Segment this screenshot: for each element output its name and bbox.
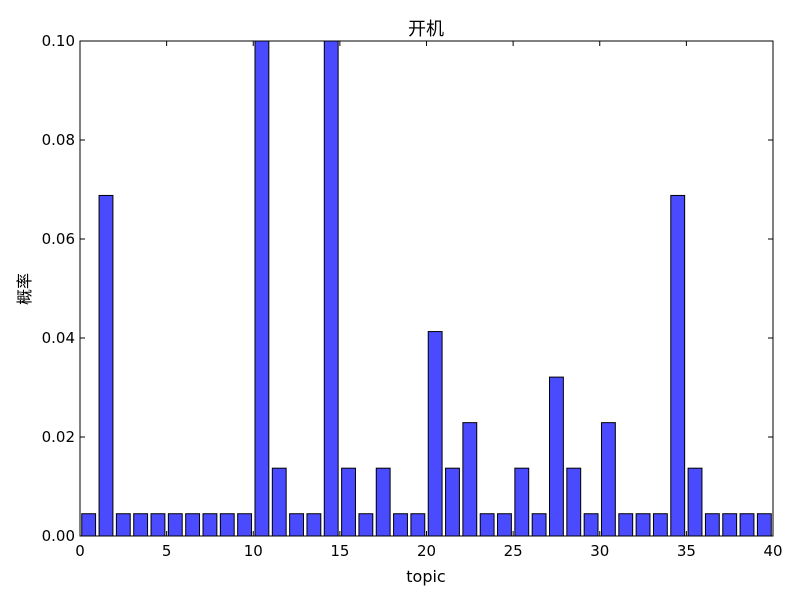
x-tick-label-30: 30 bbox=[590, 542, 609, 560]
y-tick-label-3: 0.06 bbox=[42, 230, 75, 248]
x-tick-label-35: 35 bbox=[677, 542, 696, 560]
bar-topic-19 bbox=[410, 513, 426, 537]
bar-topic-39 bbox=[756, 513, 772, 537]
bar-topic-8 bbox=[219, 513, 235, 537]
bar-topic-10 bbox=[254, 40, 270, 537]
x-tick-label-25: 25 bbox=[504, 542, 523, 560]
bar-topic-17 bbox=[375, 467, 391, 537]
x-axis: 0 5 10 15 20 25 30 35 40 bbox=[75, 41, 783, 560]
y-tick-label-1: 0.02 bbox=[42, 428, 75, 446]
bars-group bbox=[81, 40, 772, 537]
bar-topic-1 bbox=[98, 194, 114, 537]
bar-topic-22 bbox=[462, 422, 478, 537]
x-axis-title: topic bbox=[406, 567, 445, 586]
x-tick-label-0: 0 bbox=[75, 542, 85, 560]
bar-topic-2 bbox=[115, 513, 131, 537]
bar-topic-21 bbox=[445, 467, 460, 537]
bar-topic-28 bbox=[566, 467, 582, 537]
y-tick-label-0: 0.00 bbox=[42, 527, 75, 545]
bar-topic-20 bbox=[427, 331, 443, 537]
bar-topic-35 bbox=[687, 467, 703, 537]
bar-topic-0 bbox=[81, 513, 97, 537]
bar-topic-37 bbox=[722, 513, 738, 537]
bar-topic-26 bbox=[531, 513, 547, 537]
bar-topic-14 bbox=[323, 40, 339, 537]
chart-title: 开机 bbox=[408, 19, 444, 40]
y-tick-label-2: 0.04 bbox=[42, 329, 75, 347]
bar-topic-16 bbox=[358, 513, 374, 537]
bar-topic-3 bbox=[133, 513, 149, 537]
y-tick-label-5: 0.10 bbox=[42, 32, 75, 50]
bar-topic-23 bbox=[479, 513, 495, 537]
bar-topic-32 bbox=[635, 513, 651, 537]
y-axis: 0.00 0.02 0.04 0.06 0.08 0.10 bbox=[42, 32, 773, 545]
bar-topic-11 bbox=[271, 467, 287, 537]
bar-topic-13 bbox=[306, 513, 322, 537]
plot-frame bbox=[79, 40, 774, 537]
bar-topic-29 bbox=[583, 513, 599, 537]
bar-topic-5 bbox=[167, 513, 183, 537]
y-tick-label-4: 0.08 bbox=[42, 131, 75, 149]
bar-topic-33 bbox=[652, 513, 668, 537]
x-tick-label-10: 10 bbox=[244, 542, 263, 560]
bar-topic-27 bbox=[549, 376, 564, 537]
bar-topic-6 bbox=[185, 513, 201, 537]
bar-topic-24 bbox=[497, 513, 512, 537]
y-axis-title: 概率 bbox=[15, 273, 34, 305]
bar-topic-25 bbox=[514, 467, 530, 537]
bar-topic-4 bbox=[150, 513, 166, 537]
x-tick-label-20: 20 bbox=[417, 542, 436, 560]
bar-topic-15 bbox=[341, 467, 356, 537]
bar-topic-18 bbox=[393, 513, 408, 537]
bar-topic-9 bbox=[237, 513, 253, 537]
x-tick-label-5: 5 bbox=[162, 542, 172, 560]
bar-topic-38 bbox=[739, 513, 755, 537]
bar-topic-34 bbox=[670, 194, 686, 537]
bar-topic-36 bbox=[704, 513, 720, 537]
x-tick-label-15: 15 bbox=[330, 542, 349, 560]
bar-topic-12 bbox=[289, 513, 304, 537]
bar-topic-7 bbox=[202, 513, 218, 537]
bar-topic-31 bbox=[618, 513, 634, 537]
bar-topic-30 bbox=[600, 422, 616, 537]
x-tick-label-40: 40 bbox=[763, 542, 782, 560]
